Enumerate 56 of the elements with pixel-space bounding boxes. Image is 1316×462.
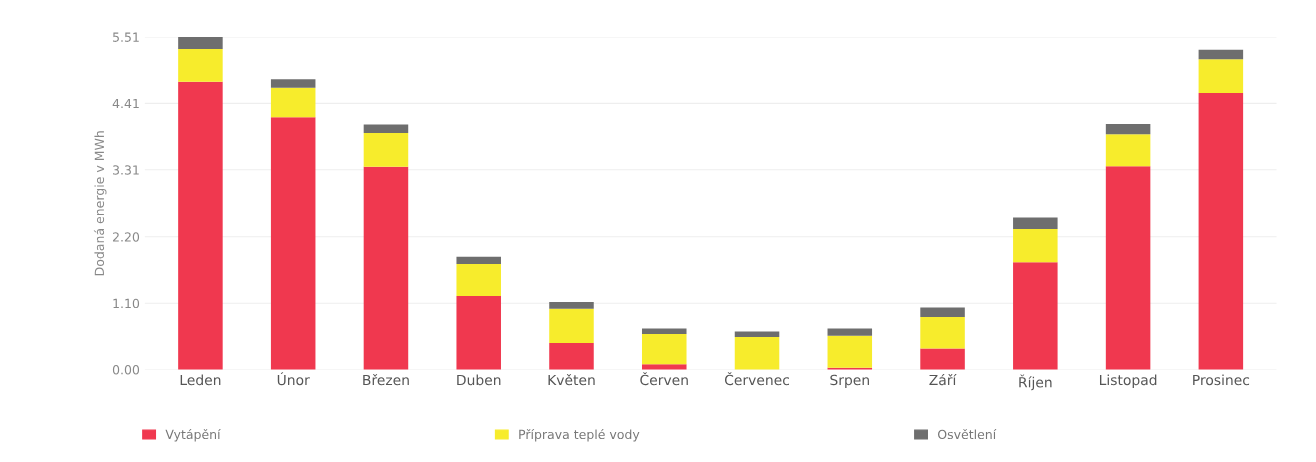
x-tick-label: Květen <box>548 373 595 386</box>
x-tick-label: Leden <box>180 374 221 386</box>
bar <box>363 132 409 167</box>
bar <box>549 343 594 370</box>
y-tick-label: 0.00 <box>112 365 140 375</box>
bar <box>1105 123 1151 135</box>
x-tick-label: Prosinec <box>1193 374 1250 386</box>
bar <box>920 317 965 349</box>
bar <box>270 87 316 118</box>
x-tick-label: Srpen <box>830 374 869 388</box>
bar <box>1198 49 1244 60</box>
bar <box>1105 134 1151 167</box>
bar <box>827 335 873 368</box>
x-tick-label: Březen <box>363 373 409 386</box>
x-tick-label: Říjen <box>1019 374 1052 391</box>
legend-label: Vytápění <box>165 428 221 442</box>
y-tick-label: 1.10 <box>113 298 140 309</box>
y-tick-label: 4.41 <box>112 99 139 109</box>
bar <box>270 117 316 370</box>
bar <box>641 364 687 370</box>
bar <box>641 328 687 334</box>
bar <box>920 348 965 370</box>
bar <box>1013 262 1058 370</box>
bar <box>178 36 223 50</box>
bar <box>178 81 223 370</box>
bar <box>456 256 501 264</box>
bar <box>549 301 594 309</box>
y-axis-title: Dodaná energie v MWh <box>93 131 107 276</box>
bar <box>920 307 965 318</box>
x-tick-label: Listopad <box>1099 374 1157 388</box>
y-tick-label: 2.20 <box>112 232 140 242</box>
bar <box>1105 166 1151 370</box>
x-tick-label: Červenec <box>724 372 790 386</box>
bar <box>1198 93 1244 370</box>
bar <box>827 328 873 336</box>
bar <box>641 333 687 365</box>
legend-label: Osvětlení <box>937 428 997 440</box>
legend-label: Příprava teplé vody <box>519 428 640 442</box>
x-tick-label: Duben <box>457 374 501 386</box>
bar <box>456 295 501 370</box>
bar <box>734 331 780 337</box>
bar <box>1013 228 1058 263</box>
bar <box>1198 59 1244 94</box>
x-tick-label: Září <box>929 373 957 386</box>
bar <box>363 124 409 133</box>
bar <box>270 79 316 88</box>
x-tick-label: Únor <box>277 372 310 386</box>
bar <box>734 337 780 370</box>
x-tick-label: Červen <box>640 372 688 386</box>
y-tick-label: 5.51 <box>113 32 139 42</box>
bar <box>178 49 223 82</box>
bar <box>363 166 409 370</box>
bar <box>456 263 501 296</box>
y-tick-label: 3.31 <box>113 165 139 175</box>
bar <box>549 308 594 344</box>
bar <box>1013 217 1058 229</box>
